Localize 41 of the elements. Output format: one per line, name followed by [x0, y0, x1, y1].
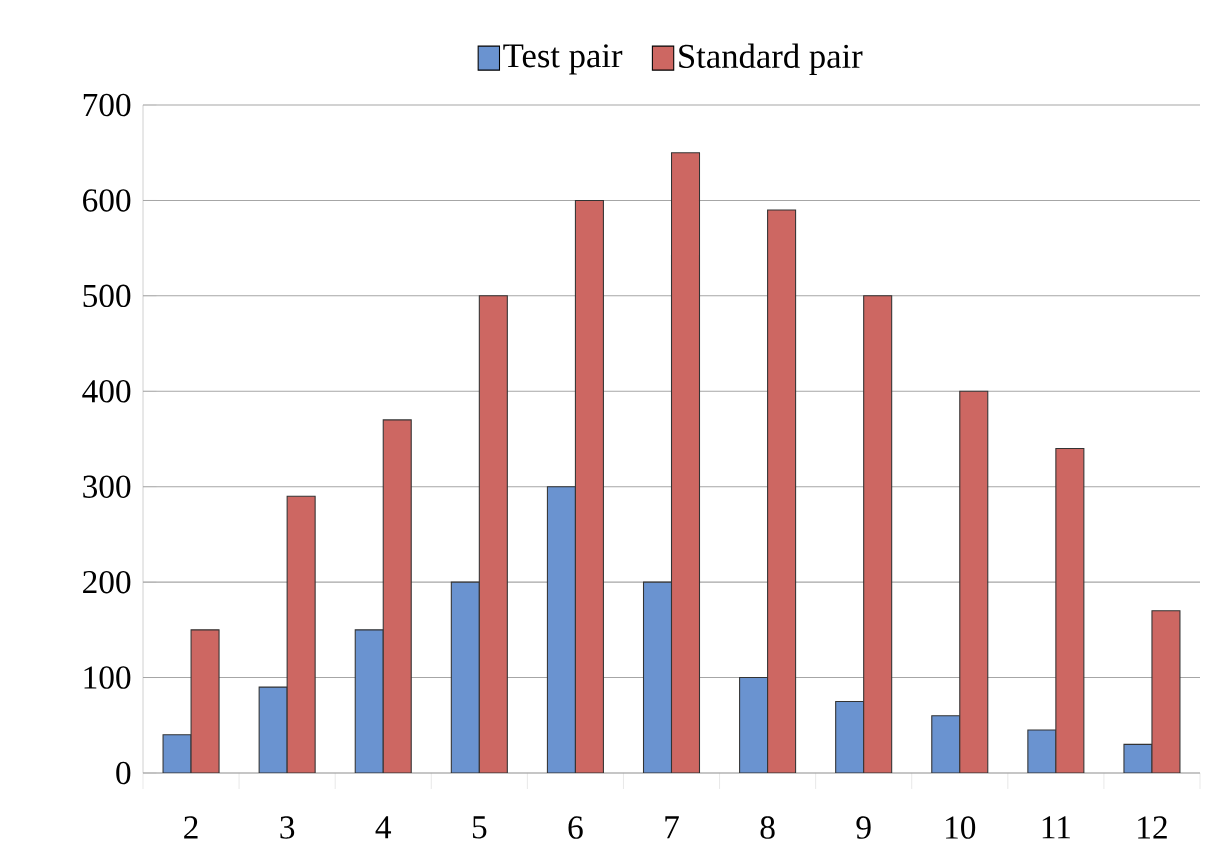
- bar: [642, 581, 673, 773]
- bar: [670, 152, 701, 773]
- bar: [1055, 447, 1085, 773]
- bar: [931, 715, 961, 773]
- y-tick-label: 200: [83, 570, 131, 594]
- bar: [1151, 610, 1181, 773]
- bar: [382, 419, 412, 773]
- x-tick-label: 6: [568, 816, 583, 839]
- legend-label: Test pair: [503, 44, 623, 75]
- bar: [258, 686, 288, 773]
- x-tick-label: 2: [184, 816, 198, 839]
- bar: [835, 700, 865, 773]
- y-tick-label: 700: [83, 93, 131, 117]
- x-tick-label: 11: [1042, 816, 1070, 839]
- y-tick-label: 400: [82, 380, 131, 403]
- x-tick-label: 5: [472, 816, 487, 839]
- bar: [959, 390, 989, 773]
- bar: [767, 209, 797, 773]
- x-tick-label: 8: [760, 816, 775, 839]
- bar: [546, 486, 576, 773]
- y-tick-label: 300: [83, 475, 131, 498]
- bar: [863, 295, 893, 773]
- y-tick-label: 600: [83, 189, 131, 212]
- x-tick-label: 7: [665, 816, 679, 839]
- y-tick-label: 100: [84, 666, 131, 689]
- legend-label: Standard pair: [679, 43, 863, 76]
- bar: [450, 581, 480, 773]
- y-tick-label: 500: [83, 284, 131, 308]
- bar: [286, 495, 316, 773]
- y-tick-label: 0: [116, 761, 131, 785]
- x-tick-label: 10: [946, 816, 976, 839]
- x-tick-label: 3: [280, 816, 295, 839]
- bar: [739, 677, 769, 773]
- bar: [190, 629, 220, 773]
- bar: [478, 295, 508, 773]
- x-tick-label: 9: [856, 816, 871, 839]
- x-tick-label: 4: [375, 816, 392, 839]
- bar: [574, 199, 604, 773]
- bar: [162, 734, 192, 773]
- x-tick-label: 12: [1138, 816, 1167, 839]
- bar: [354, 629, 384, 773]
